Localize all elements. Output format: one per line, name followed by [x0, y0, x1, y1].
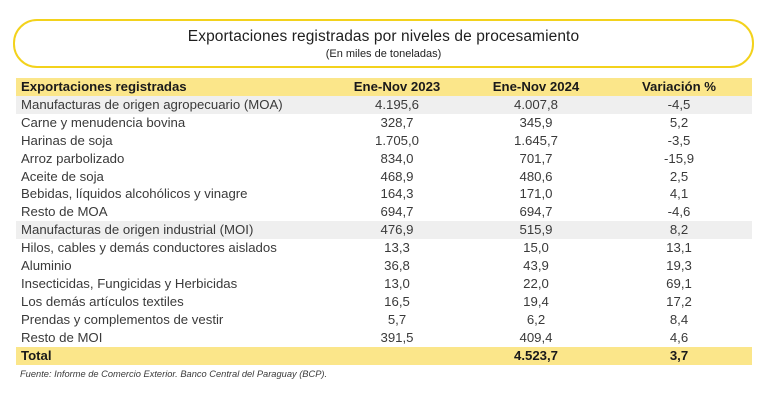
- row-label: Aceite de soja: [21, 168, 104, 184]
- row-2023-value: 36,8: [384, 258, 410, 274]
- table-row: Harinas de soja 1.705,0 1.645,7 -3,5: [16, 132, 752, 150]
- row-variation-value: -15,9: [663, 150, 695, 166]
- row-2024-value: 19,4: [523, 293, 549, 309]
- row-2024-value: 1.645,7: [514, 132, 558, 148]
- header-2023: Ene-Nov 2023: [353, 79, 441, 94]
- row-2023-value: 4.195,6: [328, 95, 466, 114]
- row-variation-value: -4,5: [606, 95, 752, 114]
- table-row: Arroz parbolizado 834,0 701,7 -15,9: [16, 150, 752, 168]
- table-row: Resto de MOA 694,7 694,7 -4,6: [16, 203, 752, 221]
- row-label: Harinas de soja: [21, 132, 113, 148]
- row-variation-value: 2,5: [669, 168, 689, 184]
- table-row: Aluminio 36,8 43,9 19,3: [16, 257, 752, 275]
- row-variation-value: 4,6: [669, 329, 689, 345]
- header-2024: Ene-Nov 2024: [492, 79, 580, 94]
- table-row: Aceite de soja 468,9 480,6 2,5: [16, 168, 752, 186]
- row-2023-value: 5,7: [387, 311, 407, 327]
- row-label: Arroz parbolizado: [21, 150, 125, 166]
- row-label: Manufacturas de origen industrial (MOI): [16, 221, 328, 240]
- table-row: Bebidas, líquidos alcohólicos y vinagre 1…: [16, 185, 752, 203]
- row-2024-value: 345,9: [519, 114, 553, 130]
- row-2023-value: 694,7: [380, 204, 414, 220]
- total-2023: [328, 346, 466, 365]
- row-2023-value: 13,0: [384, 275, 410, 291]
- table-title: Exportaciones registradas por niveles de…: [187, 28, 580, 45]
- row-2023-value: 1.705,0: [375, 132, 419, 148]
- row-label: Prendas y complementos de vestir: [21, 311, 224, 327]
- total-variation: 3,7: [606, 346, 752, 365]
- row-label: Hilos, cables y demás conductores aislad…: [21, 240, 277, 256]
- row-variation-value: -3,5: [667, 132, 691, 148]
- row-variation-value: 17,2: [666, 293, 692, 309]
- table-row: Prendas y complementos de vestir 5,7 6,2 8,…: [16, 311, 752, 329]
- row-variation-value: 5,2: [669, 114, 689, 130]
- row-2023-value: 391,5: [380, 329, 414, 345]
- row-2023-value: 476,9: [328, 221, 466, 240]
- row-2024-value: 480,6: [519, 168, 553, 184]
- row-label: Los demás artículos textiles: [21, 293, 184, 309]
- row-2024-value: 701,7: [519, 150, 553, 166]
- row-variation-value: -4,6: [667, 204, 691, 220]
- header-label: Exportaciones registradas: [21, 79, 187, 94]
- row-2024-value: 22,0: [523, 275, 549, 291]
- total-2024: 4.523,7: [466, 346, 606, 365]
- table-group-row: Manufacturas de origen agropecuario (MOA…: [16, 95, 752, 114]
- table-header-row: Exportaciones registradas Ene-Nov 2023 E…: [16, 78, 752, 96]
- row-variation-value: 13,1: [666, 240, 692, 256]
- row-2023-value: 834,0: [380, 150, 414, 166]
- total-label: Total: [16, 346, 328, 365]
- row-label: Resto de MOA: [21, 204, 108, 220]
- table-subtitle: (En miles de toneladas): [325, 48, 442, 60]
- table-row: Los demás artículos textiles 16,5 19,4 17,2: [16, 293, 752, 311]
- row-variation-value: 8,2: [606, 221, 752, 240]
- row-variation-value: 69,1: [666, 275, 692, 291]
- row-2023-value: 16,5: [384, 293, 410, 309]
- row-2023-value: 468,9: [380, 168, 414, 184]
- table-row: Hilos, cables y demás conductores aislad…: [16, 239, 752, 257]
- row-2024-value: 694,7: [519, 204, 553, 220]
- row-label: Aluminio: [21, 258, 72, 274]
- row-2024-value: 409,4: [519, 329, 553, 345]
- row-2023-value: 328,7: [380, 114, 414, 130]
- exports-table: Exportaciones registradas Ene-Nov 2023 E…: [16, 78, 752, 365]
- row-variation-value: 19,3: [666, 258, 692, 274]
- row-label: Resto de MOI: [21, 329, 103, 345]
- row-label: Carne y menudencia bovina: [21, 114, 186, 130]
- row-2024-value: 4.007,8: [466, 95, 606, 114]
- row-2024-value: 15,0: [523, 240, 549, 256]
- row-label: Manufacturas de origen agropecuario (MOA…: [16, 95, 328, 114]
- row-2024-value: 171,0: [519, 186, 553, 202]
- total-row: Total 4.523,7 3,7: [16, 346, 752, 365]
- title-box: Exportaciones registradas por niveles de…: [13, 19, 754, 68]
- row-label: Insecticidas, Fungicidas y Herbicidas: [21, 275, 238, 291]
- table-row: Resto de MOI 391,5 409,4 4,6: [16, 329, 752, 347]
- row-2023-value: 13,3: [384, 240, 410, 256]
- header-variation: Variación %: [641, 79, 717, 94]
- row-2024-value: 515,9: [466, 221, 606, 240]
- source-note: Fuente: Informe de Comercio Exterior. Ba…: [20, 369, 328, 379]
- row-2024-value: 6,2: [526, 311, 546, 327]
- table-row: Insecticidas, Fungicidas y Herbicidas 13,…: [16, 275, 752, 293]
- row-variation-value: 8,4: [669, 311, 689, 327]
- row-2023-value: 164,3: [380, 186, 414, 202]
- table-row: Carne y menudencia bovina 328,7 345,9 5,2: [16, 114, 752, 132]
- row-variation-value: 4,1: [669, 186, 689, 202]
- table-group-row: Manufacturas de origen industrial (MOI) 4…: [16, 221, 752, 240]
- row-2024-value: 43,9: [523, 258, 549, 274]
- row-label: Bebidas, líquidos alcohólicos y vinagre: [21, 186, 248, 202]
